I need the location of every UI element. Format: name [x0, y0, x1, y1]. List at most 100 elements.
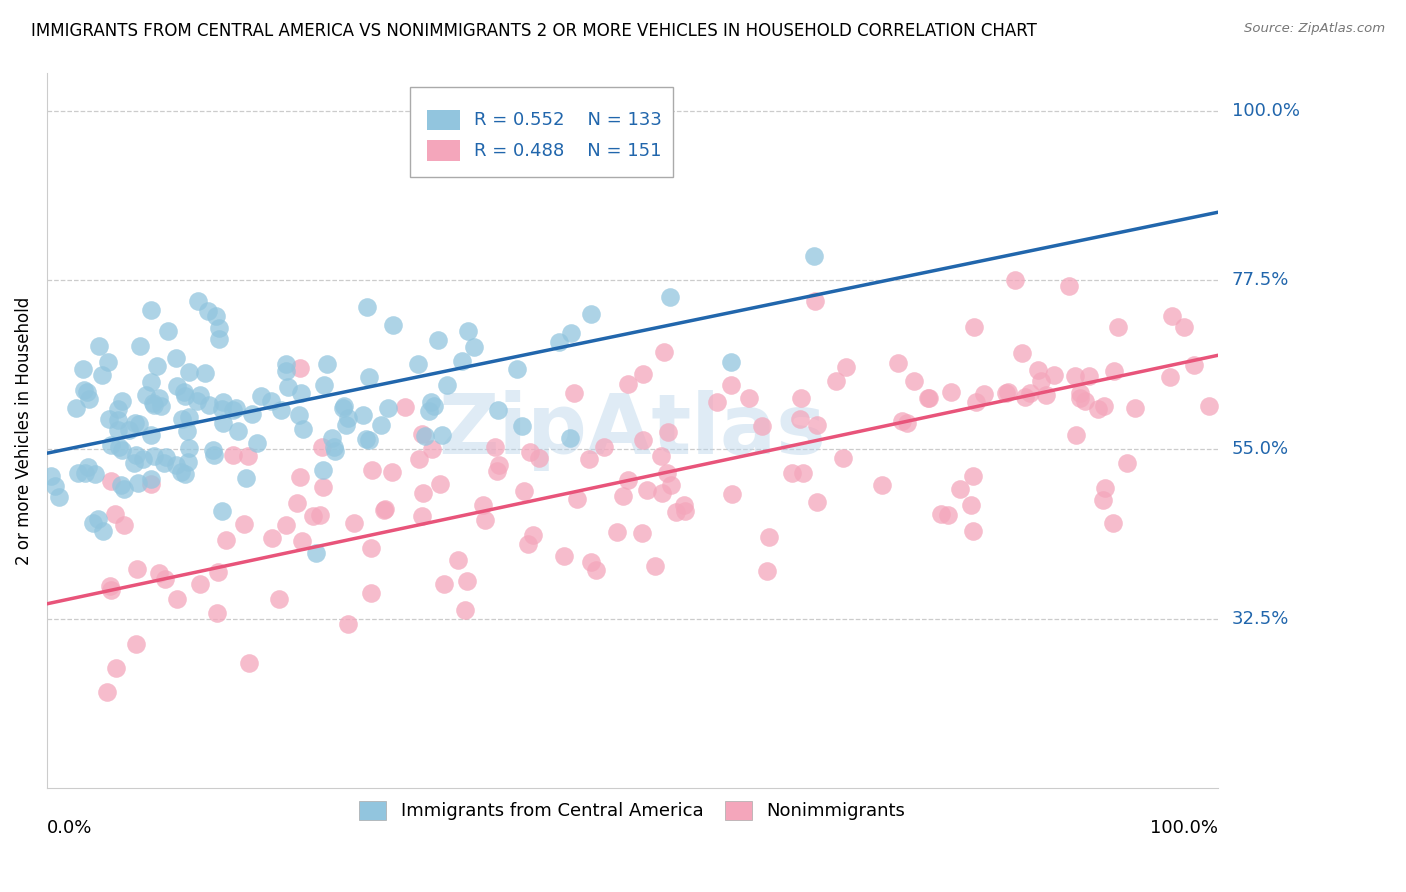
Point: [1173, 320, 1195, 334]
Point: [1069, 391, 1091, 405]
Point: [211, 504, 233, 518]
Point: [377, 401, 399, 416]
Point: [617, 377, 640, 392]
Point: [142, 398, 165, 412]
Point: [132, 452, 155, 467]
Point: [1159, 370, 1181, 384]
Point: [1198, 399, 1220, 413]
Point: [127, 476, 149, 491]
Point: [673, 504, 696, 518]
Point: [73, 466, 96, 480]
Point: [474, 513, 496, 527]
Point: [360, 541, 382, 555]
Point: [135, 388, 157, 402]
Point: [89, 339, 111, 353]
Text: 32.5%: 32.5%: [1232, 610, 1289, 628]
Point: [73, 384, 96, 398]
Point: [157, 324, 180, 338]
Point: [644, 558, 666, 573]
Point: [208, 332, 231, 346]
Point: [325, 444, 347, 458]
Point: [512, 484, 534, 499]
Point: [429, 477, 451, 491]
Point: [150, 399, 173, 413]
Point: [232, 516, 254, 531]
Point: [1182, 359, 1205, 373]
Point: [450, 354, 472, 368]
Point: [128, 417, 150, 432]
Point: [311, 440, 333, 454]
Point: [657, 425, 679, 440]
Point: [316, 357, 339, 371]
Text: 55.0%: 55.0%: [1232, 441, 1289, 458]
Point: [658, 290, 681, 304]
Point: [413, 428, 436, 442]
Text: 100.0%: 100.0%: [1150, 819, 1218, 837]
Point: [127, 562, 149, 576]
Point: [276, 364, 298, 378]
Point: [87, 511, 110, 525]
Point: [107, 413, 129, 427]
Point: [612, 490, 634, 504]
Point: [142, 449, 165, 463]
Point: [872, 477, 894, 491]
Point: [335, 418, 357, 433]
Point: [510, 419, 533, 434]
Point: [886, 356, 908, 370]
Point: [949, 483, 972, 497]
Point: [166, 379, 188, 393]
Point: [104, 507, 127, 521]
Point: [427, 333, 450, 347]
Point: [606, 524, 628, 539]
Point: [835, 360, 858, 375]
Point: [411, 427, 433, 442]
Point: [211, 394, 233, 409]
Point: [141, 476, 163, 491]
Point: [125, 637, 148, 651]
Point: [1028, 363, 1050, 377]
Point: [302, 509, 325, 524]
Point: [111, 393, 134, 408]
Point: [578, 452, 600, 467]
Point: [343, 516, 366, 531]
Point: [91, 524, 114, 538]
Point: [100, 582, 122, 597]
Point: [225, 401, 247, 415]
Point: [636, 483, 658, 497]
Point: [1014, 390, 1036, 404]
Point: [165, 458, 187, 472]
Point: [562, 386, 585, 401]
Point: [228, 425, 250, 439]
Point: [148, 392, 170, 406]
Point: [356, 300, 378, 314]
Point: [1094, 481, 1116, 495]
Point: [1087, 401, 1109, 416]
Point: [321, 431, 343, 445]
Point: [1064, 369, 1087, 384]
Point: [585, 563, 607, 577]
Point: [357, 370, 380, 384]
Point: [997, 385, 1019, 400]
Point: [463, 340, 485, 354]
Text: 77.5%: 77.5%: [1232, 271, 1289, 289]
Point: [274, 518, 297, 533]
Point: [803, 249, 825, 263]
Point: [153, 457, 176, 471]
Point: [617, 473, 640, 487]
Point: [1091, 492, 1114, 507]
Point: [651, 485, 673, 500]
Point: [290, 386, 312, 401]
Point: [112, 517, 135, 532]
Point: [72, 361, 94, 376]
Point: [357, 434, 380, 448]
FancyBboxPatch shape: [427, 140, 460, 161]
Point: [1043, 368, 1066, 383]
Point: [939, 384, 962, 399]
Point: [112, 482, 135, 496]
Point: [187, 293, 209, 308]
Point: [288, 408, 311, 422]
Point: [755, 564, 778, 578]
Point: [82, 516, 104, 530]
Point: [198, 398, 221, 412]
Point: [44, 479, 66, 493]
